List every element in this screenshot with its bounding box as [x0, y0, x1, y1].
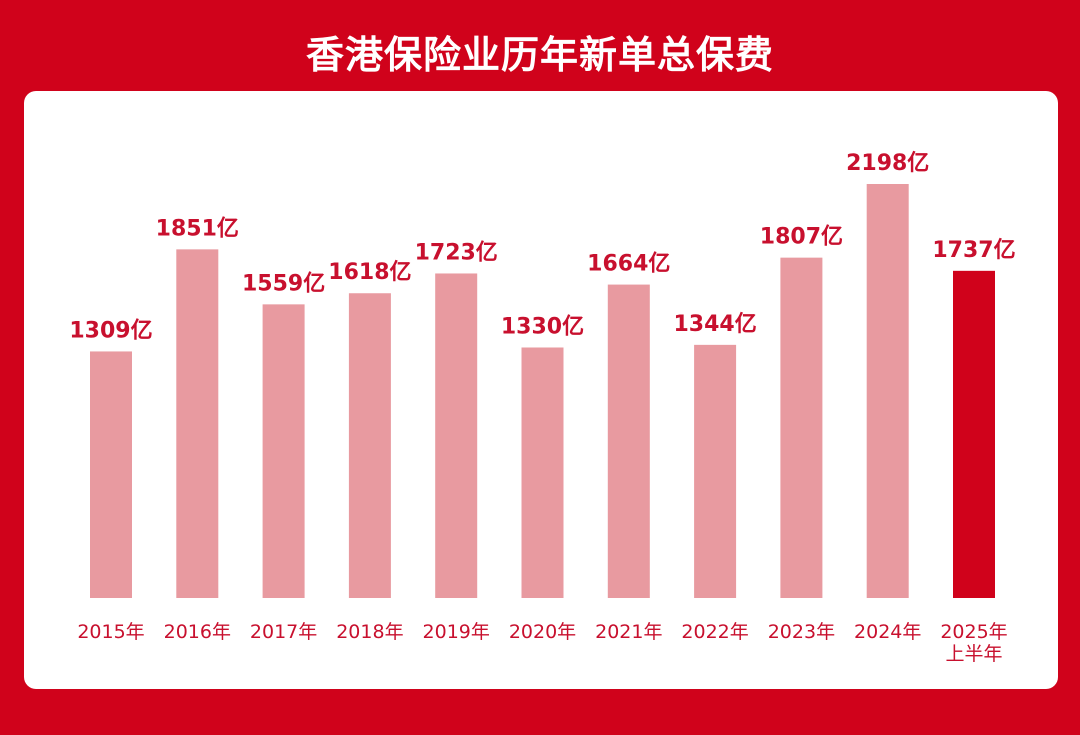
bar-2 — [262, 304, 305, 598]
bar-7 — [694, 344, 737, 598]
value-label-1: 1851亿 — [156, 216, 239, 241]
bar-6 — [607, 284, 650, 598]
value-label-0: 1309亿 — [69, 318, 152, 343]
bar-8 — [780, 257, 823, 598]
bar-4 — [435, 273, 478, 598]
value-label-4: 1723亿 — [415, 240, 498, 265]
x-tick-label-7: 2022年 — [681, 621, 748, 643]
x-tick-label-10-line-0: 2025年 — [940, 621, 1007, 643]
x-tick-label-3: 2018年 — [336, 621, 403, 643]
bar-3 — [348, 293, 391, 598]
value-label-3: 1618亿 — [328, 260, 411, 285]
bar-9 — [866, 184, 909, 598]
x-tick-label-4: 2019年 — [423, 621, 490, 643]
x-tick-label-9: 2024年 — [854, 621, 921, 643]
bar-10 — [953, 270, 995, 598]
chart-title: 香港保险业历年新单总保费 — [305, 33, 774, 77]
x-tick-label-10-line-1: 上半年 — [945, 643, 1002, 665]
value-label-6: 1664亿 — [587, 252, 670, 277]
x-tick-label-6: 2021年 — [595, 621, 662, 643]
value-label-8: 1807亿 — [760, 225, 843, 250]
value-label-10: 1737亿 — [932, 238, 1015, 263]
value-label-7: 1344亿 — [673, 312, 756, 337]
x-tick-label-8: 2023年 — [768, 621, 835, 643]
bar-0 — [90, 351, 132, 598]
bar-5 — [521, 347, 564, 598]
value-label-2: 1559亿 — [242, 271, 325, 296]
value-label-5: 1330亿 — [501, 314, 584, 339]
x-tick-label-1: 2016年 — [164, 621, 231, 643]
value-label-9: 2198亿 — [846, 151, 929, 176]
x-tick-label-0: 2015年 — [77, 621, 144, 643]
x-tick-label-5: 2020年 — [509, 621, 576, 643]
x-tick-label-2: 2017年 — [250, 621, 317, 643]
bar-1 — [176, 249, 219, 598]
